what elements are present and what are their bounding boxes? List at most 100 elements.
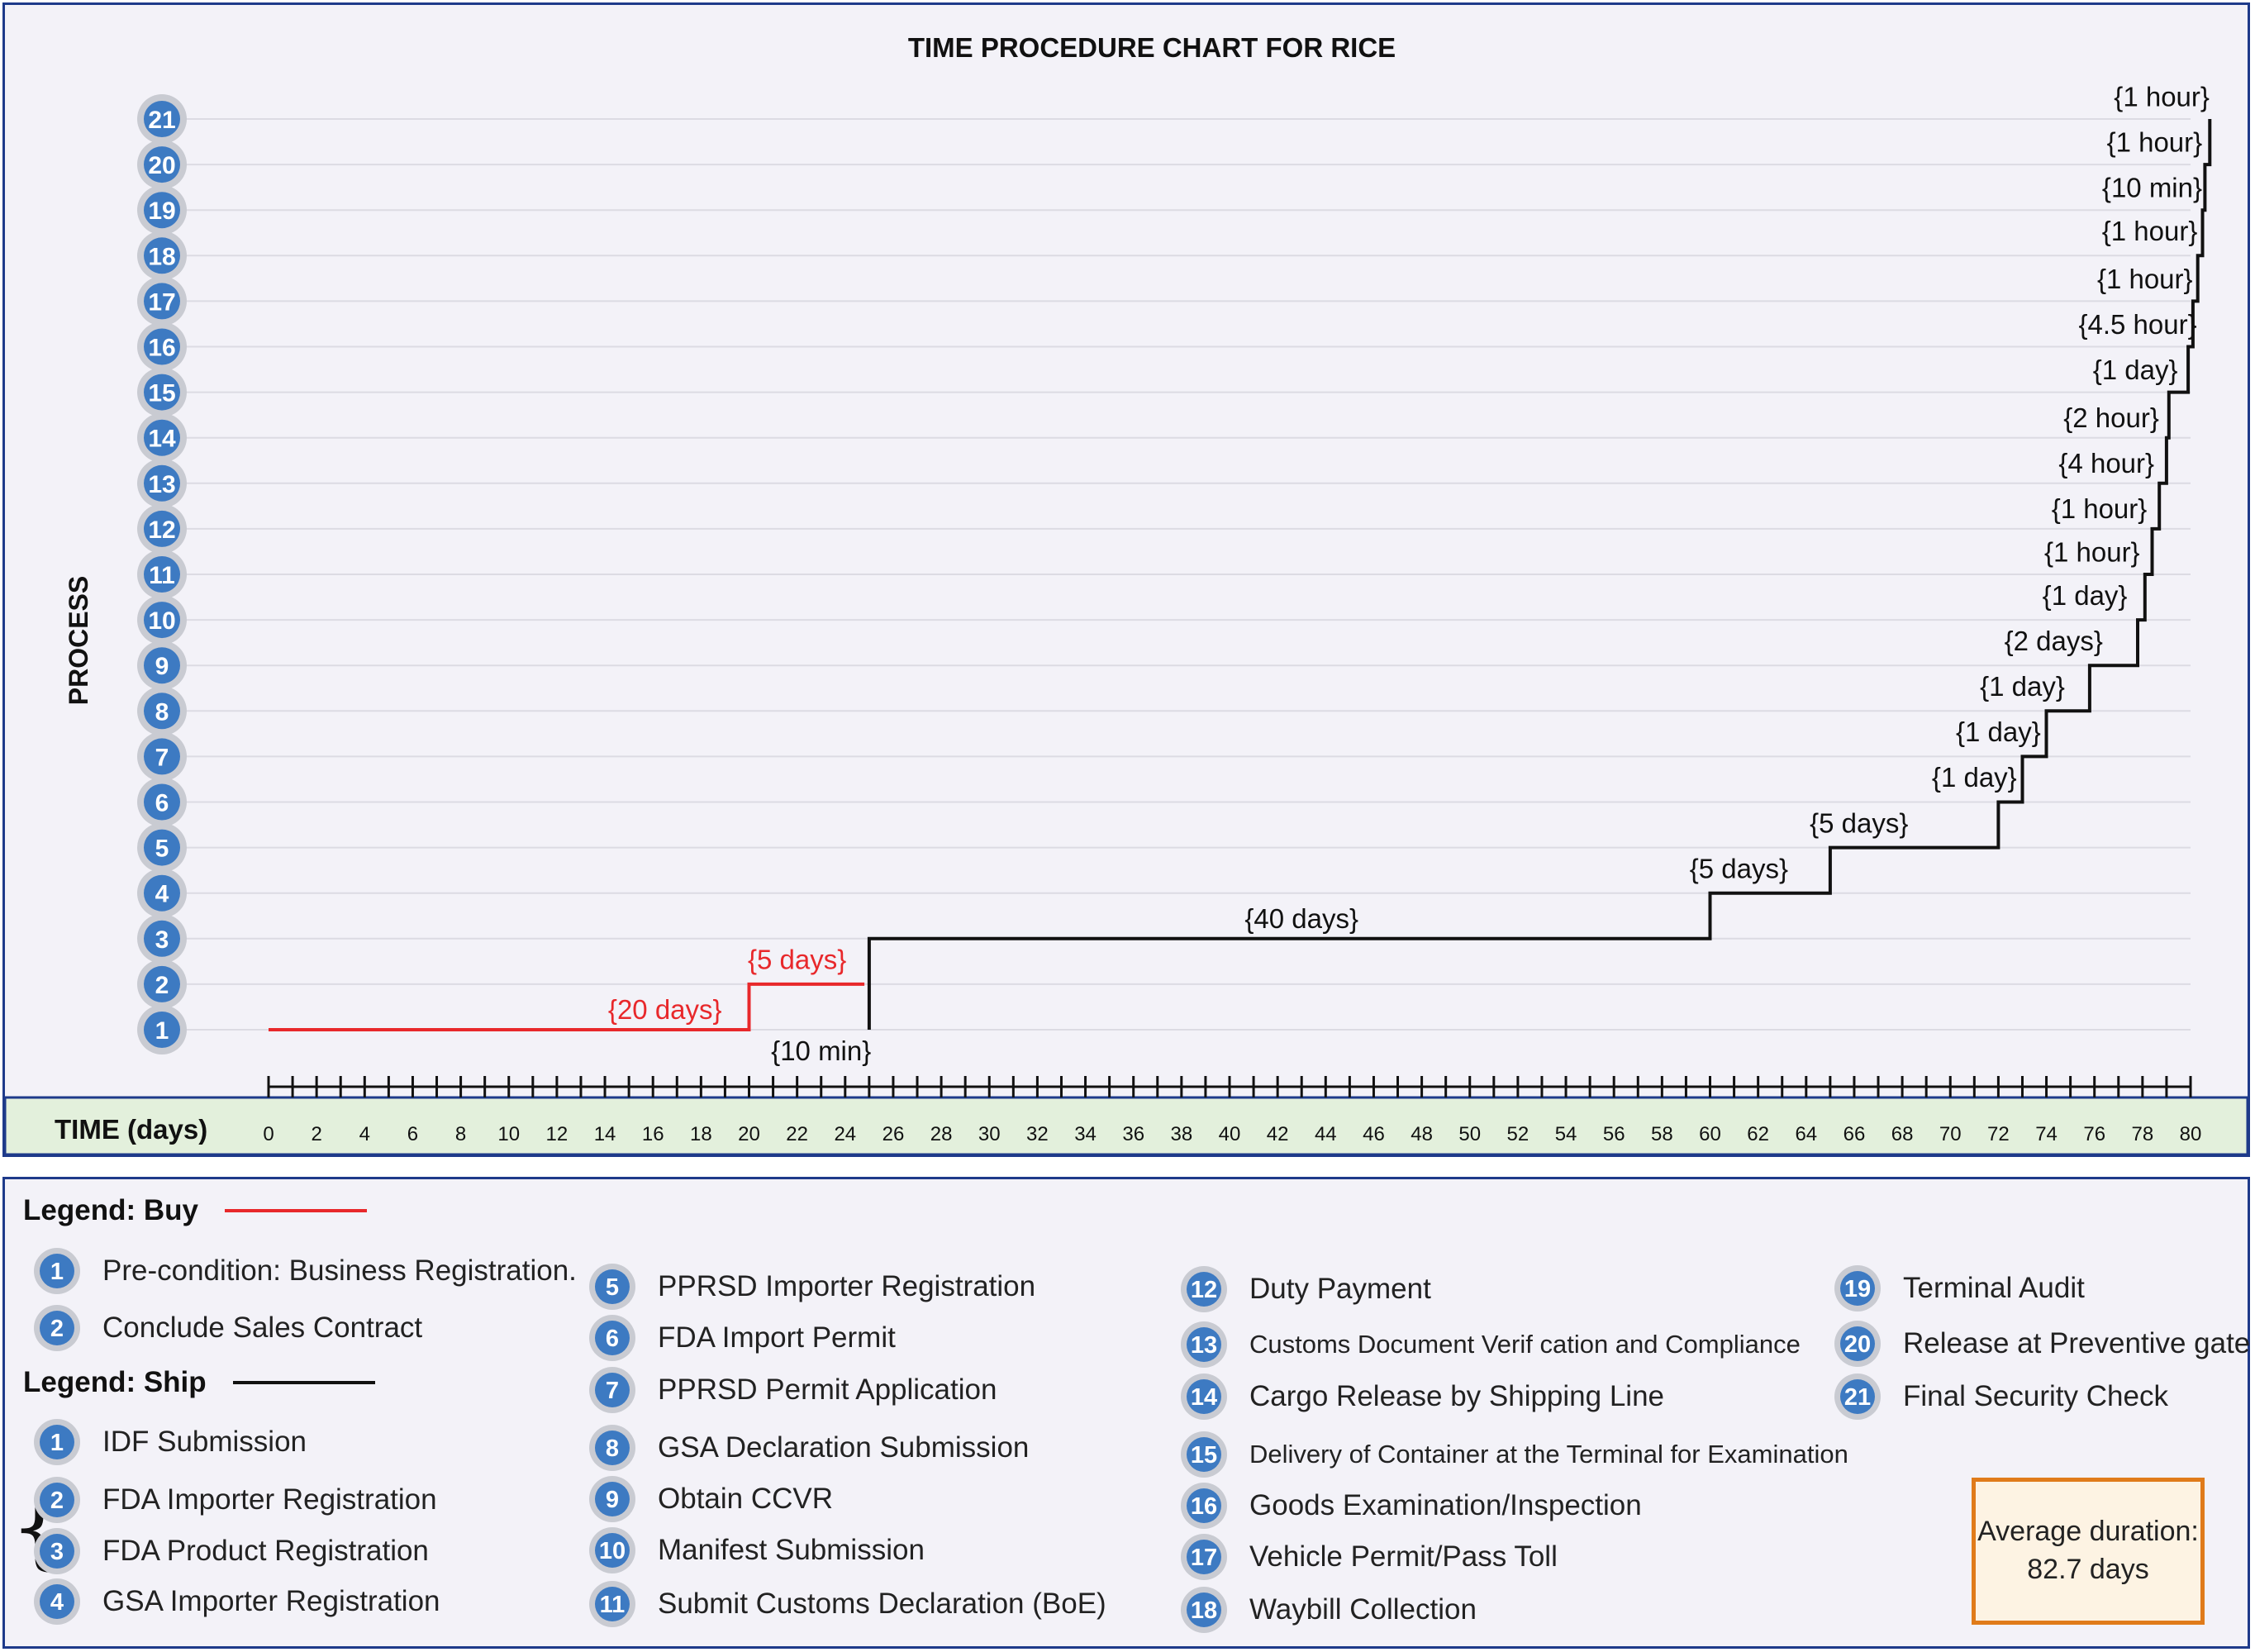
ship-line-swatch (232, 1381, 375, 1384)
legend-item-label: Cargo Release by Shipping Line (1249, 1380, 1664, 1412)
duration-annotation: {40 days} (1244, 903, 1358, 934)
legend-buy-item-1: 1 Pre-condition: Business Registration. (33, 1246, 577, 1296)
step-number: 6 (606, 1326, 619, 1352)
average-duration-value: 82.7 days (2027, 1554, 2149, 1585)
legend-item-label: Submit Customs Declaration (BoE) (658, 1588, 1106, 1620)
duration-annotation: {4 hour} (2058, 448, 2154, 478)
x-tick-label: 38 (1170, 1123, 1192, 1145)
y-tick-label: 5 (155, 836, 169, 863)
y-tick-label: 3 (155, 926, 169, 954)
legend-ship-item-18: 18 Waybill Collection (1180, 1585, 1477, 1635)
duration-annotation: {5 days} (748, 945, 846, 975)
chart-title: TIME PROCEDURE CHART FOR RICE (908, 32, 1396, 63)
step-number: 15 (1191, 1442, 1217, 1469)
legend-ship-item-2: 2 FDA Importer Registration (33, 1475, 437, 1525)
y-tick-label: 12 (148, 517, 175, 544)
duration-annotation: {1 hour} (2097, 264, 2193, 294)
legend-ship-item-6: 6 FDA Import Permit (588, 1313, 896, 1363)
legend-ship-item-14: 14 Cargo Release by Shipping Line (1180, 1372, 1664, 1421)
legend-ship-item-1: 1 IDF Submission (33, 1417, 307, 1467)
x-tick-label: 8 (455, 1123, 466, 1145)
step-number-icon: 1 (34, 1248, 80, 1294)
process-badge (144, 283, 180, 320)
step-number: 18 (1191, 1597, 1217, 1624)
x-tick-label: 26 (882, 1123, 905, 1145)
duration-annotation: {10 min} (771, 1035, 871, 1066)
process-badge (144, 783, 180, 821)
process-badge (144, 419, 180, 456)
step-number-icon: 2 (34, 1477, 80, 1523)
process-badge (144, 965, 180, 1002)
step-number: 2 (50, 1488, 64, 1514)
x-tick-label: 48 (1411, 1123, 1433, 1145)
step-number: 14 (1191, 1384, 1217, 1411)
legend-ship-title: Legend: Ship (23, 1366, 207, 1398)
process-badge (144, 146, 180, 183)
process-badge (144, 1012, 180, 1048)
x-tick-label: 50 (1458, 1123, 1481, 1145)
legend-item-label: Duty Payment (1249, 1273, 1431, 1305)
step-number-icon: 12 (1181, 1266, 1227, 1312)
duration-annotation: {1 day} (1980, 671, 2065, 702)
legend-item-label: PPRSD Importer Registration (658, 1270, 1036, 1302)
step-number: 4 (50, 1589, 64, 1616)
x-tick-label: 10 (497, 1123, 520, 1145)
y-tick-label: 18 (148, 243, 175, 270)
x-tick-label: 34 (1074, 1123, 1097, 1145)
duration-annotation: {1 day} (2093, 355, 2178, 385)
x-tick-label: 16 (642, 1123, 664, 1145)
x-tick-label: 68 (1891, 1123, 1914, 1145)
legend-item-label: Manifest Submission (658, 1534, 925, 1566)
step-number: 3 (50, 1539, 64, 1565)
x-tick-label: 46 (1363, 1123, 1385, 1145)
legend-ship-item-8: 8 GSA Declaration Submission (588, 1423, 1029, 1473)
step-number: 10 (599, 1538, 626, 1564)
legend-ship-heading: Legend: Ship (23, 1366, 375, 1399)
legend-item-label: Release at Preventive gate (1903, 1327, 2251, 1359)
legend-ship-item-11: 11 Submit Customs Declaration (BoE) (588, 1579, 1106, 1629)
step-number: 13 (1191, 1332, 1217, 1359)
x-tick-label: 12 (546, 1123, 569, 1145)
y-tick-label: 17 (148, 288, 175, 316)
x-tick-label: 62 (1747, 1123, 1769, 1145)
legend-ship-item-17: 17 Vehicle Permit/Pass Toll (1180, 1532, 1558, 1582)
legend-panel (2, 1177, 2250, 1649)
step-number: 19 (1844, 1276, 1871, 1302)
x-tick-label: 22 (786, 1123, 808, 1145)
x-tick-label: 52 (1507, 1123, 1529, 1145)
step-number-icon: 6 (589, 1315, 635, 1361)
legend-ship-item-10: 10 Manifest Submission (588, 1526, 925, 1575)
step-number-icon: 14 (1181, 1373, 1227, 1420)
step-number-icon: 8 (589, 1425, 635, 1471)
legend-ship-item-5: 5 PPRSD Importer Registration (588, 1262, 1035, 1312)
step-number-icon: 11 (589, 1581, 635, 1627)
chart-panel: 1 2 3 4 5 6 7 8 9 10 11 12 13 14 15 16 17 18 19 20 21 {20 da… (2, 2, 2250, 1157)
process-badge (144, 920, 180, 957)
legend-ship-item-9: 9 Obtain CCVR (588, 1474, 833, 1524)
y-tick-label: 8 (155, 698, 169, 726)
duration-annotation: {5 days} (1690, 853, 1788, 883)
y-tick-label: 15 (148, 380, 175, 407)
legend-item-label: GSA Importer Registration (102, 1585, 440, 1617)
x-tick-label: 18 (690, 1123, 712, 1145)
step-number: 11 (600, 1592, 626, 1618)
y-axis-label: PROCESS (64, 576, 93, 705)
process-badge (144, 237, 180, 274)
x-tick-label: 40 (1219, 1123, 1241, 1145)
step-number-icon: 2 (34, 1305, 80, 1351)
duration-annotation: {4.5 hour} (2078, 309, 2196, 340)
step-number-icon: 9 (589, 1476, 635, 1522)
x-tick-label: 28 (930, 1123, 953, 1145)
step-number-icon: 4 (34, 1578, 80, 1625)
x-tick-label: 54 (1555, 1123, 1577, 1145)
step-number-icon: 7 (589, 1367, 635, 1413)
duration-annotation: {1 hour} (2107, 127, 2203, 158)
legend-item-label: Customs Document Verif cation and Compli… (1249, 1330, 1801, 1359)
legend-item-label: Vehicle Permit/Pass Toll (1249, 1540, 1558, 1573)
y-tick-label: 11 (149, 562, 175, 589)
x-tick-label: 14 (594, 1123, 616, 1145)
legend-item-label: FDA Importer Registration (102, 1483, 437, 1516)
legend-item-label: Conclude Sales Contract (102, 1312, 423, 1344)
x-tick-label: 2 (311, 1123, 321, 1145)
legend-buy-item-2: 2 Conclude Sales Contract (33, 1303, 422, 1353)
